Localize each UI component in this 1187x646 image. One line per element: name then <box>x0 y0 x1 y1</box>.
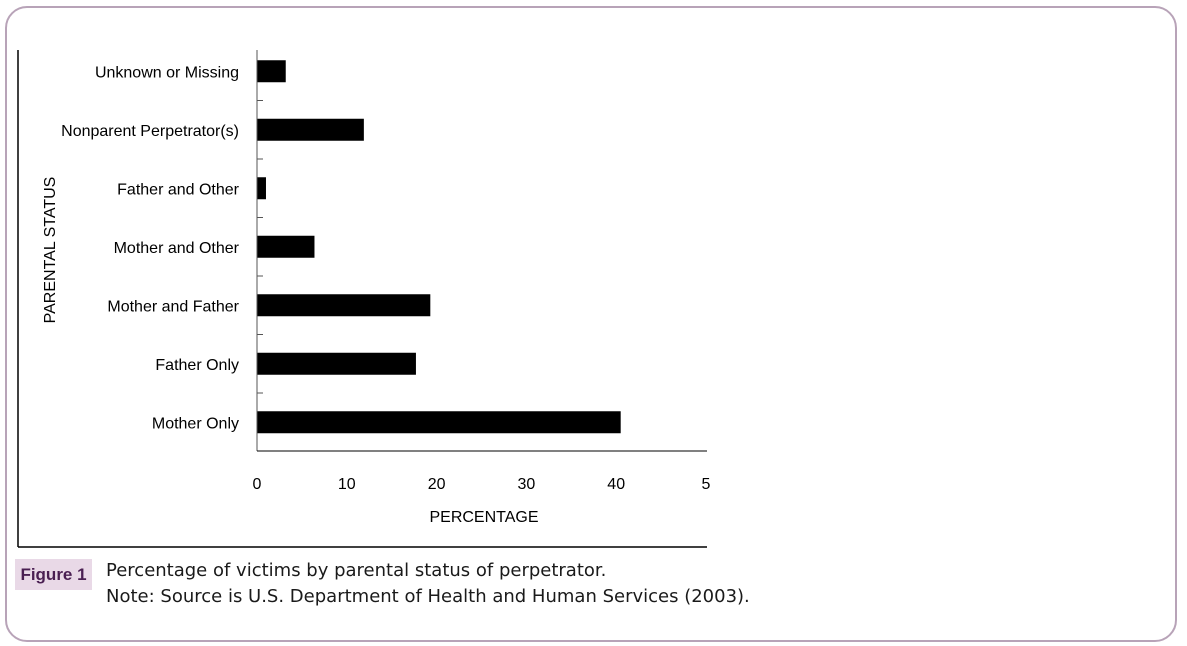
y-axis-title: PARENTAL STATUS <box>42 177 59 324</box>
category-label-father-and-other: Father and Other <box>117 181 240 198</box>
category-label-mother-and-other: Mother and Other <box>114 240 240 257</box>
ticks-group: 0 10 20 30 40 5 <box>253 100 711 493</box>
category-label-nonparent-perpetrator-s: Nonparent Perpetrator(s) <box>61 123 239 140</box>
category-label-father-only: Father Only <box>155 357 239 374</box>
category-label-unknown-or-missing: Unknown or Missing <box>95 64 239 81</box>
figure-caption: Percentage of victims by parental status… <box>106 558 750 610</box>
bar-mother-only <box>257 411 621 434</box>
x-tick-label-10: 10 <box>338 476 356 493</box>
category-label-mother-and-father: Mother and Father <box>107 298 239 315</box>
caption-text: Percentage of victims by parental status… <box>106 560 607 581</box>
bar-father-and-other <box>257 177 266 200</box>
x-tick-label-30: 30 <box>518 476 536 493</box>
category-label-mother-only: Mother Only <box>152 415 239 432</box>
bar-unknown-or-missing <box>257 60 286 83</box>
x-tick-label-40: 40 <box>607 476 625 493</box>
figure-tag: Figure 1 <box>15 559 92 590</box>
bar-nonparent-perpetrator-s <box>257 118 364 141</box>
bar-mother-and-other <box>257 235 315 258</box>
x-tick-label-20: 20 <box>428 476 446 493</box>
figure-frame <box>5 6 1177 642</box>
x-axis-title: PERCENTAGE <box>429 509 538 526</box>
caption-note: Note: Source is U.S. Department of Healt… <box>106 586 750 607</box>
bar-mother-and-father <box>257 294 431 317</box>
x-tick-label-50: 5 <box>702 476 711 493</box>
bar-father-only <box>257 352 416 375</box>
x-tick-label-0: 0 <box>253 476 262 493</box>
bars-group: Unknown or Missing Nonparent Perpetrator(… <box>61 60 621 434</box>
